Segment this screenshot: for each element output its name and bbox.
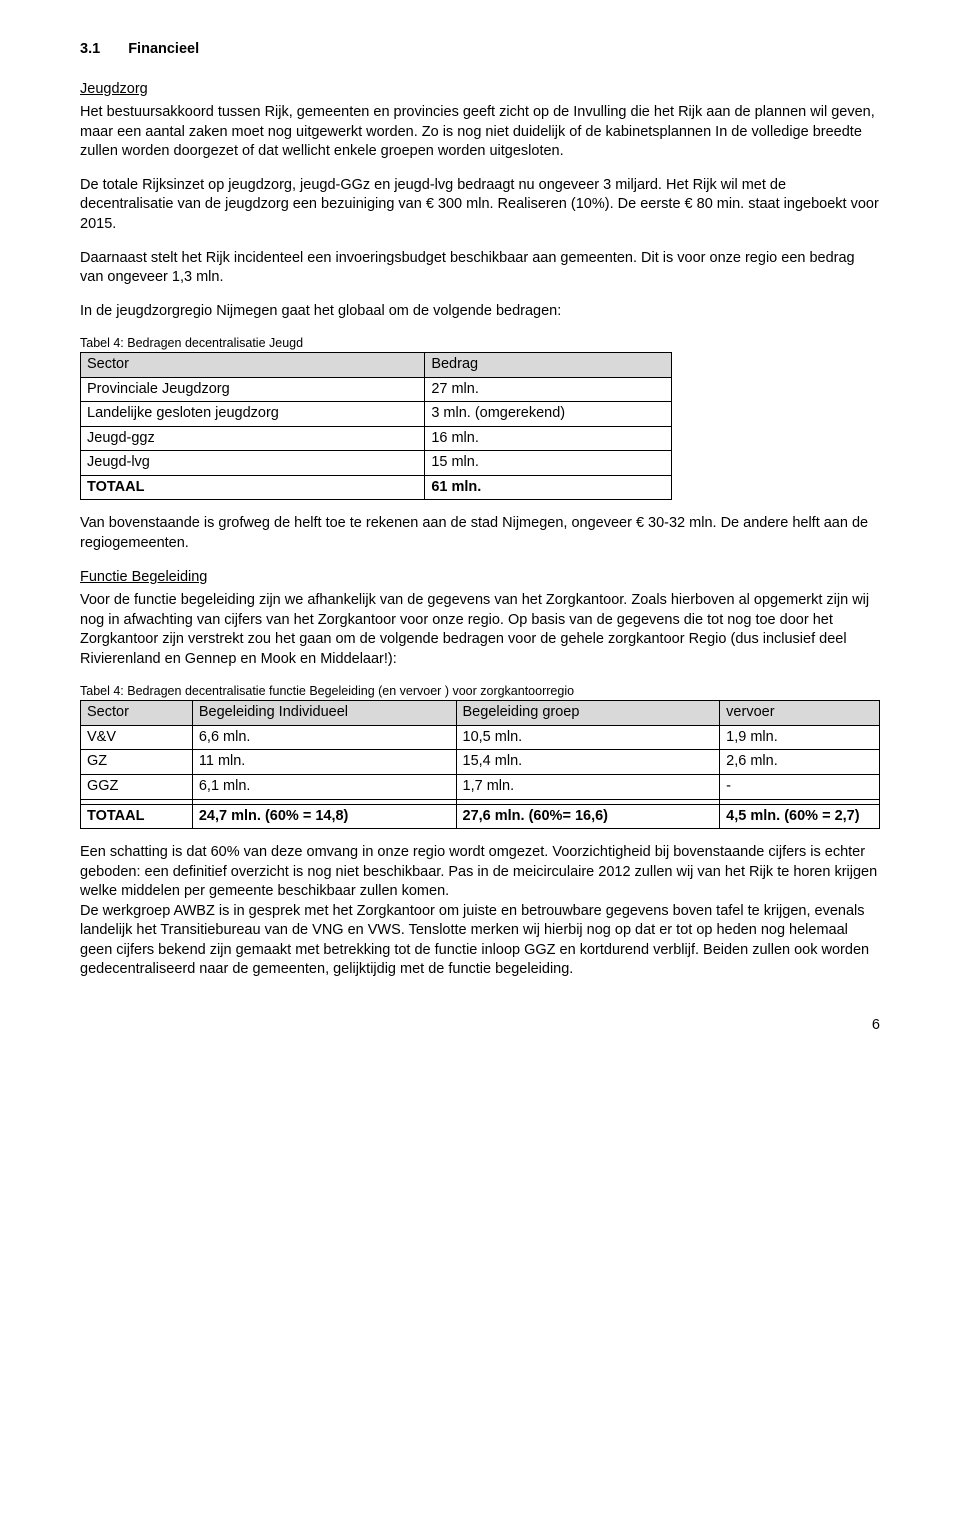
paragraph: De werkgroep AWBZ is in gesprek met het … xyxy=(80,902,880,980)
cell: 10,5 mln. xyxy=(456,725,720,750)
cell: 1,9 mln. xyxy=(720,725,880,750)
cell: 2,6 mln. xyxy=(720,750,880,775)
cell: 61 mln. xyxy=(425,475,672,500)
section-title: Financieel xyxy=(128,41,199,57)
section-heading: 3.1 Financieel xyxy=(80,40,880,60)
section-number: 3.1 xyxy=(80,40,100,60)
col-header: Begeleiding Individueel xyxy=(192,701,456,726)
paragraph: Voor de functie begeleiding zijn we afha… xyxy=(80,591,880,669)
table-begeleiding: Sector Begeleiding Individueel Begeleidi… xyxy=(80,700,880,829)
table-row: GZ11 mln.15,4 mln.2,6 mln. xyxy=(81,750,880,775)
cell: 16 mln. xyxy=(425,426,672,451)
table-header-row: Sector Bedrag xyxy=(81,353,672,378)
table-row: V&V6,6 mln.10,5 mln.1,9 mln. xyxy=(81,725,880,750)
cell: 3 mln. (omgerekend) xyxy=(425,402,672,427)
cell: 1,7 mln. xyxy=(456,774,720,799)
table-row: GGZ6,1 mln.1,7 mln.- xyxy=(81,774,880,799)
table-row: Landelijke gesloten jeugdzorg3 mln. (omg… xyxy=(81,402,672,427)
cell: GGZ xyxy=(81,774,193,799)
table-total-row: TOTAAL61 mln. xyxy=(81,475,672,500)
cell: 24,7 mln. (60% = 14,8) xyxy=(192,804,456,829)
col-header: vervoer xyxy=(720,701,880,726)
paragraph: Van bovenstaande is grofweg de helft toe… xyxy=(80,514,880,553)
table-row: Provinciale Jeugdzorg27 mln. xyxy=(81,377,672,402)
cell: GZ xyxy=(81,750,193,775)
cell: Landelijke gesloten jeugdzorg xyxy=(81,402,425,427)
cell: 6,6 mln. xyxy=(192,725,456,750)
cell: Jeugd-ggz xyxy=(81,426,425,451)
col-header: Sector xyxy=(81,701,193,726)
table-header-row: Sector Begeleiding Individueel Begeleidi… xyxy=(81,701,880,726)
cell: 11 mln. xyxy=(192,750,456,775)
subheading-jeugdzorg: Jeugdzorg xyxy=(80,80,880,100)
cell: V&V xyxy=(81,725,193,750)
page-number: 6 xyxy=(80,1016,880,1036)
cell: TOTAAL xyxy=(81,475,425,500)
table-caption: Tabel 4: Bedragen decentralisatie functi… xyxy=(80,683,880,700)
paragraph: Daarnaast stelt het Rijk incidenteel een… xyxy=(80,249,880,288)
col-header: Begeleiding groep xyxy=(456,701,720,726)
paragraph: In de jeugdzorgregio Nijmegen gaat het g… xyxy=(80,302,880,322)
paragraph: De totale Rijksinzet op jeugdzorg, jeugd… xyxy=(80,176,880,235)
cell: - xyxy=(720,774,880,799)
paragraph: Een schatting is dat 60% van deze omvang… xyxy=(80,843,880,902)
table-total-row: TOTAAL24,7 mln. (60% = 14,8)27,6 mln. (6… xyxy=(81,804,880,829)
cell: 15,4 mln. xyxy=(456,750,720,775)
cell: 27,6 mln. (60%= 16,6) xyxy=(456,804,720,829)
table-row: Jeugd-lvg15 mln. xyxy=(81,451,672,476)
col-header: Sector xyxy=(81,353,425,378)
col-header: Bedrag xyxy=(425,353,672,378)
table-jeugd: Sector Bedrag Provinciale Jeugdzorg27 ml… xyxy=(80,352,672,500)
cell: 15 mln. xyxy=(425,451,672,476)
cell: Provinciale Jeugdzorg xyxy=(81,377,425,402)
subheading-functie-begeleiding: Functie Begeleiding xyxy=(80,568,880,588)
cell: 27 mln. xyxy=(425,377,672,402)
table-row: Jeugd-ggz16 mln. xyxy=(81,426,672,451)
cell: TOTAAL xyxy=(81,804,193,829)
table-caption: Tabel 4: Bedragen decentralisatie Jeugd xyxy=(80,335,880,352)
cell: 4,5 mln. (60% = 2,7) xyxy=(720,804,880,829)
paragraph: Het bestuursakkoord tussen Rijk, gemeent… xyxy=(80,103,880,162)
cell: Jeugd-lvg xyxy=(81,451,425,476)
cell: 6,1 mln. xyxy=(192,774,456,799)
